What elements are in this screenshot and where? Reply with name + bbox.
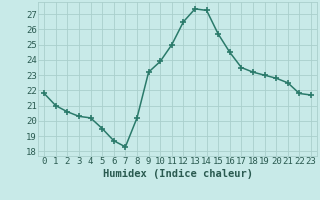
X-axis label: Humidex (Indice chaleur): Humidex (Indice chaleur) bbox=[103, 169, 252, 179]
